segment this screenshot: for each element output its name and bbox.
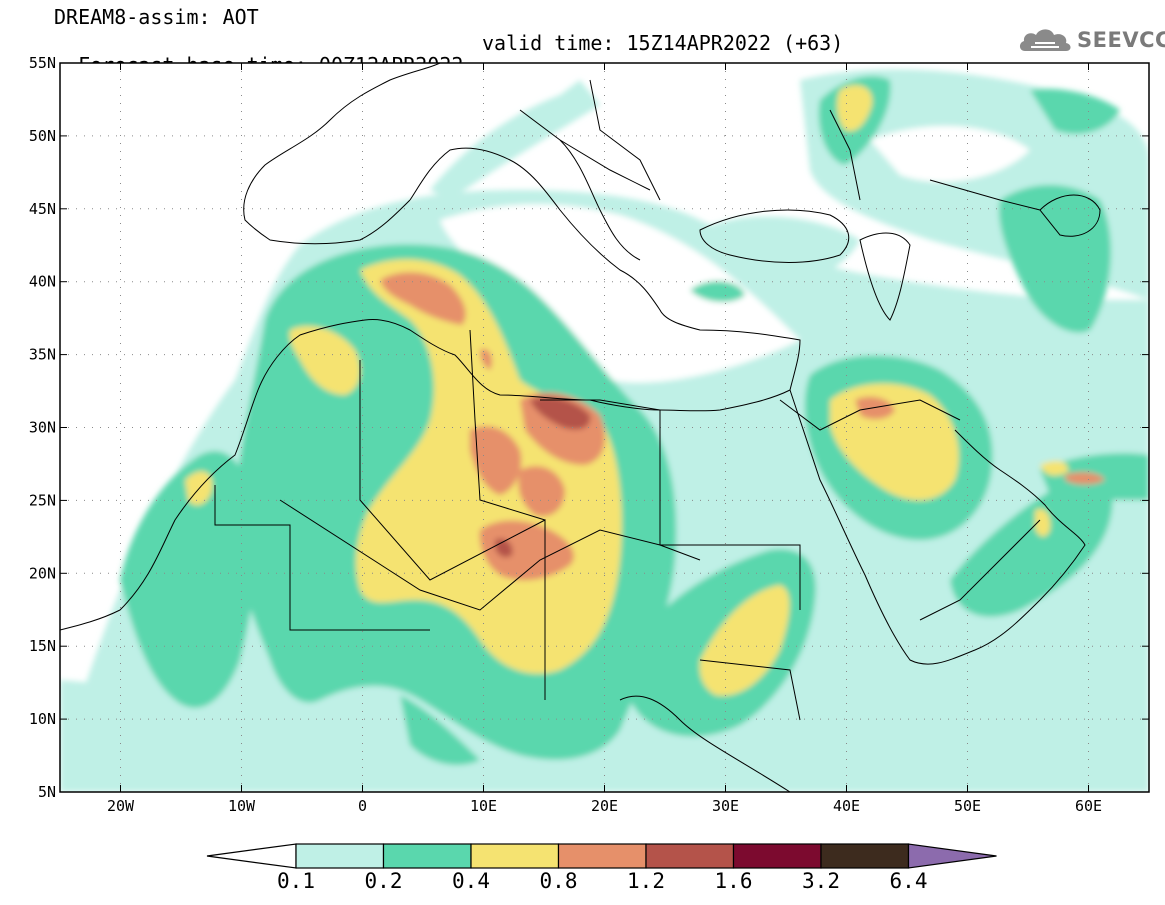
colorbar-level-label: 3.2 [802,869,840,893]
lat-tick-label: 40N [29,273,56,291]
lat-tick-label: 35N [29,346,56,364]
valid-time: valid time: 15Z14APR2022 (+63) [482,31,844,55]
seevccc-logo: SEEVCCC [1017,24,1165,56]
lon-tick-label: 60E [1075,797,1102,815]
colorbar-segment [820,843,910,869]
colorbar-segment [470,843,560,869]
axis-tick-labels: 20W 10W 0 10E 20E 30E 40E 50E 60E 55N 50N 45N 40N 35N… [29,54,1102,815]
lon-tick-label: 30E [712,797,739,815]
lat-tick-label: 5N [38,783,56,801]
lat-tick-label: 55N [29,54,56,72]
lat-tick-label: 45N [29,200,56,218]
colorbar-level-label: 0.8 [539,869,578,893]
cloud-icon [1019,29,1071,51]
colorbar [206,843,997,869]
colorbar-low-arrow [206,843,297,869]
colorbar-level-label: 0.2 [364,869,403,893]
lat-tick-label: 10N [29,710,56,728]
lat-tick-label: 25N [29,491,56,509]
colorbar-level-label: 6.4 [889,869,928,893]
lon-tick-label: 0 [358,797,367,815]
colorbar-segment [295,843,385,869]
lon-tick-label: 50E [954,797,981,815]
colorbar-segment [382,843,472,869]
lat-tick-label: 20N [29,564,56,582]
chart-title: DREAM8-assim: AOT [54,5,259,29]
lon-tick-label: 40E [833,797,860,815]
colorbar-level-label: 1.2 [627,869,665,893]
aot-field [60,63,1149,792]
lon-tick-label: 20W [107,797,135,815]
lon-tick-label: 10W [228,797,256,815]
lon-tick-label: 10E [470,797,497,815]
lat-tick-label: 50N [29,127,56,145]
lat-tick-label: 15N [29,637,56,655]
colorbar-segment [557,843,647,869]
lon-tick-label: 20E [591,797,618,815]
axis-ticks [60,62,1149,793]
colorbar-segment [732,843,822,869]
colorbar-high-arrow [907,843,997,869]
coastlines [60,63,1101,792]
logo-text: SEEVCCC [1077,28,1165,52]
colorbar-segment [645,843,735,869]
lat-tick-label: 30N [29,419,56,437]
colorbar-level-label: 0.4 [452,869,490,893]
colorbar-level-label: 1.6 [714,869,753,893]
colorbar-level-label: 0.1 [277,869,315,893]
